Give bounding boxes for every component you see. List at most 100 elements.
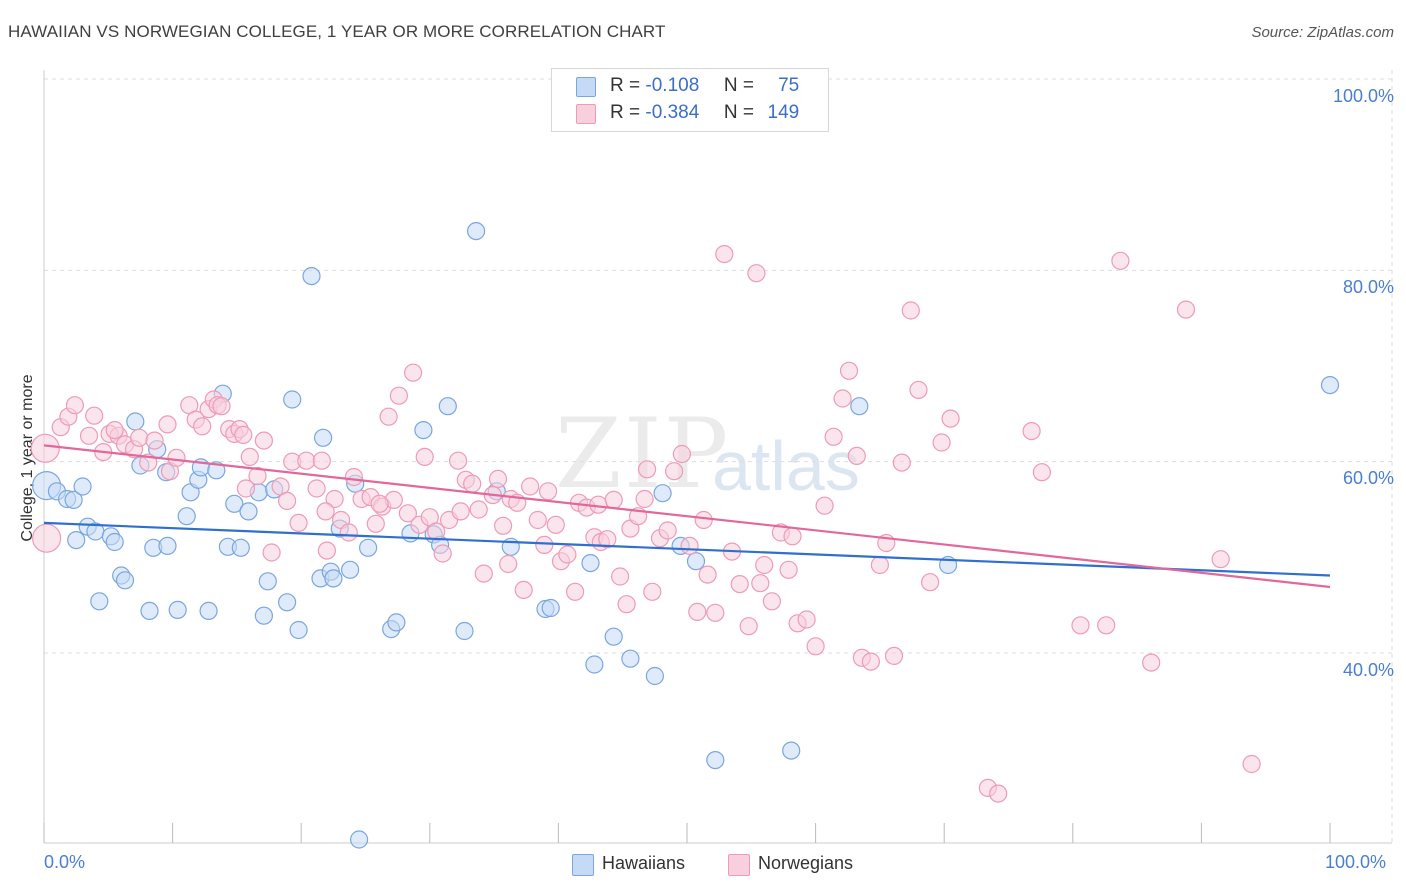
norwegians-point — [1022, 422, 1041, 441]
hawaiians-point — [314, 428, 333, 447]
norwegians-point — [193, 417, 212, 436]
norwegians-point — [130, 428, 149, 447]
norwegians-point — [909, 380, 928, 399]
norwegians-point — [783, 527, 802, 546]
norwegians-point — [379, 407, 398, 426]
norwegians-point — [158, 415, 177, 434]
norwegians-point — [312, 451, 331, 470]
hawaiians-swatch — [576, 77, 596, 97]
x-tick-label-0: 0.0% — [44, 852, 86, 872]
hawaiians-point — [1320, 376, 1340, 395]
norwegians-point — [167, 448, 186, 467]
hawaiians-point — [686, 552, 706, 571]
norwegians-point — [932, 433, 951, 452]
y-tick-label-60: 60.0% — [1342, 468, 1394, 488]
hawaiians-point — [177, 507, 196, 526]
norwegians-point — [105, 421, 124, 440]
norwegians-point — [1032, 463, 1052, 482]
norwegians-point — [747, 264, 766, 283]
norwegians-point — [212, 397, 231, 416]
legend-n-value-norwegians: 149 — [767, 102, 800, 123]
hawaiians-point — [73, 477, 92, 496]
hawaiians-point — [207, 461, 226, 480]
norwegians-swatch — [576, 104, 596, 124]
norwegians-point — [289, 513, 308, 533]
hawaiians-point — [581, 553, 600, 573]
norwegians-point — [1111, 251, 1130, 270]
hawaiians-point — [105, 532, 124, 552]
hawaiians-point — [324, 569, 343, 588]
y-tick-label-100: 100.0% — [1332, 86, 1394, 106]
norwegians-legend-label: Norwegians — [758, 853, 854, 873]
norwegians-point — [604, 490, 623, 509]
norwegians-point — [404, 363, 423, 382]
norwegians-point — [317, 541, 336, 560]
hawaiians-point — [438, 397, 457, 416]
norwegians-point — [31, 523, 62, 553]
norwegians-point — [415, 447, 434, 466]
norwegians-point — [779, 560, 798, 579]
norwegians-point — [370, 494, 389, 513]
norwegians-point — [598, 530, 617, 549]
hawaiians-point — [706, 750, 725, 770]
hawaiians-point — [258, 572, 277, 591]
norwegians-point — [815, 496, 834, 515]
norwegians-legend-swatch — [728, 854, 750, 876]
hawaiians-point — [126, 412, 145, 431]
hawaiians-point — [90, 592, 109, 611]
norwegians-point — [762, 592, 782, 611]
norwegians-point — [297, 451, 316, 470]
norwegians-point — [474, 564, 493, 583]
norwegians-point — [1142, 653, 1161, 672]
hawaiians-point — [239, 502, 258, 521]
hawaiians-point — [653, 484, 672, 503]
norwegians-point — [85, 406, 104, 425]
hawaiians-point — [645, 666, 665, 686]
norwegians-point — [262, 543, 281, 562]
norwegians-point — [488, 469, 508, 488]
legend-n-label: N = — [723, 102, 754, 123]
norwegians-point — [755, 555, 774, 575]
norwegians-point — [449, 451, 468, 470]
norwegians-point — [278, 491, 297, 510]
norwegians-point — [389, 386, 408, 405]
norwegians-point — [65, 396, 85, 415]
stats-legend: R = -0.108 N = 75 R = -0.384 N = 149 — [551, 68, 829, 132]
y-tick-label-80: 80.0% — [1342, 277, 1394, 297]
norwegians-points — [30, 245, 1261, 803]
norwegians-point — [565, 582, 585, 601]
norwegians-point — [344, 467, 363, 487]
norwegians-point — [535, 535, 554, 555]
norwegians-point — [248, 466, 267, 486]
norwegians-point — [643, 582, 662, 601]
norwegians-point — [901, 301, 920, 320]
hawaiians-point — [782, 741, 801, 760]
legend-n-value-hawaiians: 75 — [778, 75, 800, 96]
hawaiians-point — [158, 536, 177, 556]
legend-r-label: R = — [610, 75, 641, 96]
norwegians-point — [451, 502, 470, 521]
hawaiians-point — [350, 830, 369, 849]
norwegians-point — [672, 444, 692, 464]
norwegians-point — [469, 500, 488, 519]
norwegians-point — [145, 431, 164, 450]
norwegians-point — [339, 523, 358, 542]
hawaiians-point — [585, 655, 604, 674]
norwegians-point — [706, 603, 725, 622]
norwegians-point — [870, 555, 890, 575]
hawaiians-legend-swatch — [572, 854, 594, 876]
hawaiians-trend-line — [43, 521, 1331, 577]
hawaiians-point — [115, 571, 135, 590]
norwegians-point — [797, 610, 816, 629]
norwegians-point — [680, 536, 699, 556]
norwegians-point — [546, 515, 565, 534]
norwegians-point — [664, 462, 684, 481]
norwegians-point — [824, 427, 843, 446]
norwegians-point — [739, 617, 758, 636]
norwegians-point — [635, 489, 654, 509]
norwegians-point — [514, 580, 533, 600]
norwegians-point — [254, 431, 273, 450]
norwegians-point — [751, 574, 770, 593]
trend-lines — [43, 444, 1331, 589]
